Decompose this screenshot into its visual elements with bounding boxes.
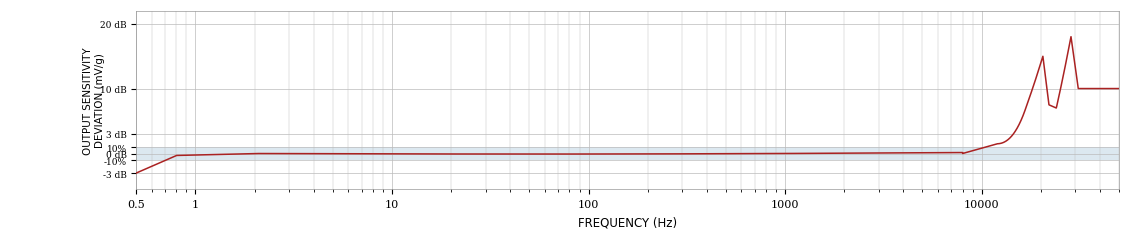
Y-axis label: OUTPUT SENSITIVITY
DEVIATION (mV/g): OUTPUT SENSITIVITY DEVIATION (mV/g) xyxy=(83,47,106,154)
Bar xyxy=(136,147,1119,160)
X-axis label: FREQUENCY (Hz): FREQUENCY (Hz) xyxy=(578,216,677,229)
